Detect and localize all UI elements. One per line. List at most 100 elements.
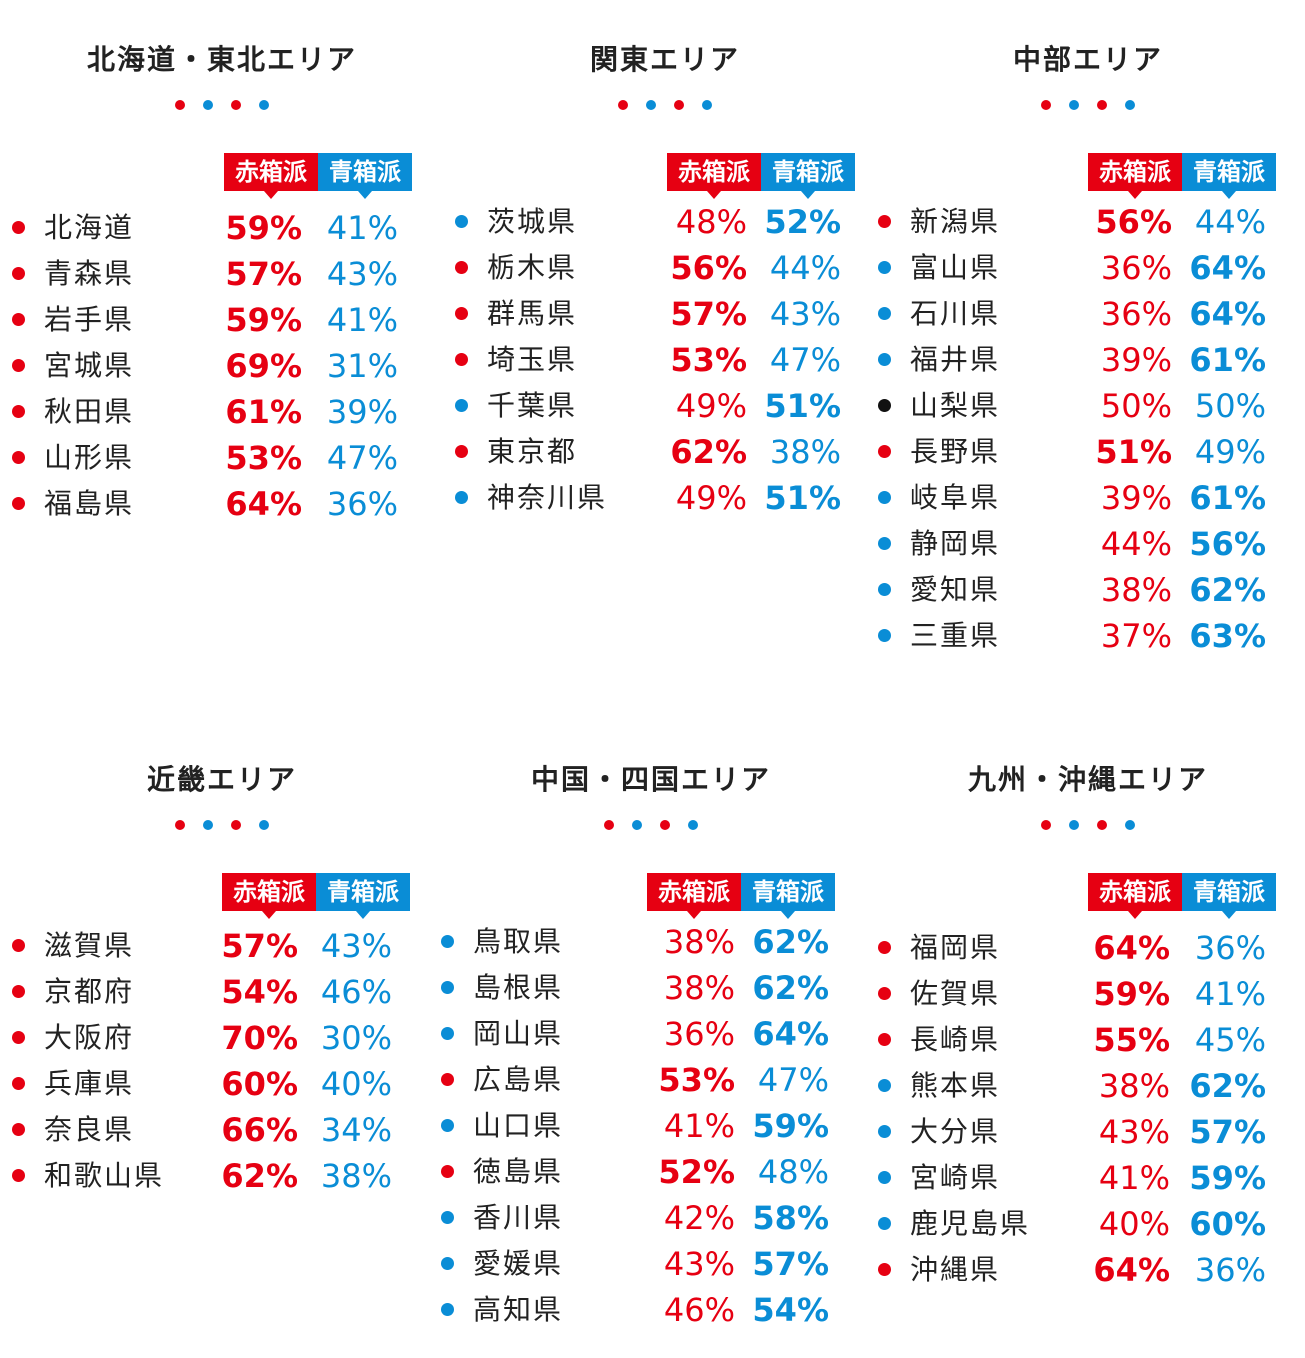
bullet-icon xyxy=(441,1073,454,1086)
prefecture-name: 高知県 xyxy=(473,1293,564,1326)
dot-icon xyxy=(660,820,670,830)
table-row: 和歌山県 62% 38% xyxy=(12,1155,432,1201)
bullet-icon xyxy=(878,1079,891,1092)
table-row: 三重県 37% 63% xyxy=(878,615,1298,661)
legend: 赤箱派 青箱派 xyxy=(647,873,835,919)
table-row: 北海道 59% 41% xyxy=(12,207,432,253)
prefecture-name: 栃木県 xyxy=(487,251,578,284)
decorative-dots xyxy=(878,100,1298,112)
prefecture-name: 富山県 xyxy=(910,251,1001,284)
legend-blue-label: 青箱派 xyxy=(316,873,410,919)
prefecture-name: 和歌山県 xyxy=(44,1159,165,1192)
decorative-dots xyxy=(455,100,875,112)
bullet-icon xyxy=(455,307,468,320)
red-percent: 36% xyxy=(663,1015,735,1053)
legend-red-label: 赤箱派 xyxy=(667,153,761,199)
bullet-icon xyxy=(878,399,891,412)
red-percent: 39% xyxy=(1100,341,1172,379)
blue-percent: 44% xyxy=(1194,203,1266,241)
prefecture-name: 福井県 xyxy=(910,343,1001,376)
blue-percent: 63% xyxy=(1189,617,1266,655)
red-percent: 59% xyxy=(225,209,302,247)
dot-icon xyxy=(618,100,628,110)
table-row: 大阪府 70% 30% xyxy=(12,1017,432,1063)
blue-percent: 62% xyxy=(1189,1067,1266,1105)
dot-icon xyxy=(203,820,213,830)
dot-icon xyxy=(1097,100,1107,110)
prefecture-name: 滋賀県 xyxy=(44,929,135,962)
blue-percent: 61% xyxy=(1189,341,1266,379)
bullet-icon xyxy=(455,261,468,274)
red-percent: 46% xyxy=(663,1291,735,1329)
prefecture-name: 愛媛県 xyxy=(473,1247,564,1280)
bullet-icon xyxy=(878,353,891,366)
prefecture-name: 奈良県 xyxy=(44,1113,135,1146)
table-row: 山梨県 50% 50% xyxy=(878,385,1298,431)
bullet-icon xyxy=(878,583,891,596)
prefecture-name: 長崎県 xyxy=(910,1023,1001,1056)
prefecture-name: 沖縄県 xyxy=(910,1253,1001,1286)
prefecture-name: 神奈川県 xyxy=(487,481,608,514)
blue-percent: 47% xyxy=(757,1061,829,1099)
table-row: 山口県 41% 59% xyxy=(441,1105,861,1151)
region-title: 近畿エリア xyxy=(146,763,297,796)
bullet-icon xyxy=(455,215,468,228)
region-block: 近畿エリア赤箱派 青箱派滋賀県 57% 43% 京都府 54% 46% 大阪府 70% 30% 兵庫… xyxy=(12,758,432,1358)
bullet-icon xyxy=(878,445,891,458)
blue-percent: 43% xyxy=(320,927,392,965)
bullet-icon xyxy=(441,935,454,948)
legend-blue-label: 青箱派 xyxy=(1182,873,1276,919)
bullet-icon xyxy=(878,941,891,954)
blue-percent: 54% xyxy=(752,1291,829,1329)
prefecture-name: 東京都 xyxy=(487,435,578,468)
dot-icon xyxy=(702,100,712,110)
dot-icon xyxy=(674,100,684,110)
blue-percent: 58% xyxy=(752,1199,829,1237)
decorative-dots xyxy=(12,820,432,832)
prefecture-list: 茨城県 48% 52% 栃木県 56% 44% 群馬県 57% 43% 埼玉県 53% 47% 千葉県 4… xyxy=(455,201,875,523)
red-percent: 53% xyxy=(225,439,302,477)
prefecture-name: 愛知県 xyxy=(910,573,1001,606)
red-percent: 60% xyxy=(221,1065,298,1103)
blue-percent: 47% xyxy=(769,341,841,379)
table-row: 愛媛県 43% 57% xyxy=(441,1243,861,1289)
table-row: 鳥取県 38% 62% xyxy=(441,921,861,967)
red-percent: 42% xyxy=(663,1199,735,1237)
table-row: 岐阜県 39% 61% xyxy=(878,477,1298,523)
dot-icon xyxy=(175,820,185,830)
red-percent: 41% xyxy=(1098,1159,1170,1197)
region-block: 中部エリア 赤箱派 青箱派 新潟県 56% 44% 富山県 36% 64% 石川県 36% 64% 福井… xyxy=(878,38,1298,655)
bullet-icon xyxy=(455,445,468,458)
legend-blue-label: 青箱派 xyxy=(761,153,855,199)
table-row: 秋田県 61% 39% xyxy=(12,391,432,437)
legend-blue-label: 青箱派 xyxy=(318,153,412,199)
red-percent: 39% xyxy=(1100,479,1172,517)
red-percent: 66% xyxy=(221,1111,298,1149)
table-row: 石川県 36% 64% xyxy=(878,293,1298,339)
legend-red-label: 赤箱派 xyxy=(647,873,741,919)
legend: 赤箱派 青箱派 xyxy=(222,873,410,919)
region-title: 関東エリア xyxy=(589,43,740,76)
table-row: 鹿児島県 40% 60% xyxy=(878,1203,1298,1249)
table-row: 静岡県 44% 56% xyxy=(878,523,1298,569)
prefecture-name: 埼玉県 xyxy=(487,343,578,376)
blue-percent: 43% xyxy=(769,295,841,333)
blue-percent: 51% xyxy=(764,479,841,517)
dot-icon xyxy=(688,820,698,830)
blue-percent: 36% xyxy=(326,485,398,523)
dot-icon xyxy=(1097,820,1107,830)
table-row: 長崎県 55% 45% xyxy=(878,1019,1298,1065)
region-title: 中部エリア xyxy=(1012,43,1163,76)
red-percent: 53% xyxy=(658,1061,735,1099)
table-row: 沖縄県 64% 36% xyxy=(878,1249,1298,1295)
bullet-icon xyxy=(455,353,468,366)
blue-percent: 36% xyxy=(1194,929,1266,967)
table-row: 千葉県 49% 51% xyxy=(455,385,875,431)
dot-icon xyxy=(1125,820,1135,830)
dot-icon xyxy=(646,100,656,110)
bullet-icon xyxy=(12,497,25,510)
blue-percent: 41% xyxy=(326,209,398,247)
prefecture-list: 滋賀県 57% 43% 京都府 54% 46% 大阪府 70% 30% 兵庫県 60% 40% 奈良県 6… xyxy=(12,925,432,1201)
table-row: 福井県 39% 61% xyxy=(878,339,1298,385)
blue-percent: 64% xyxy=(752,1015,829,1053)
